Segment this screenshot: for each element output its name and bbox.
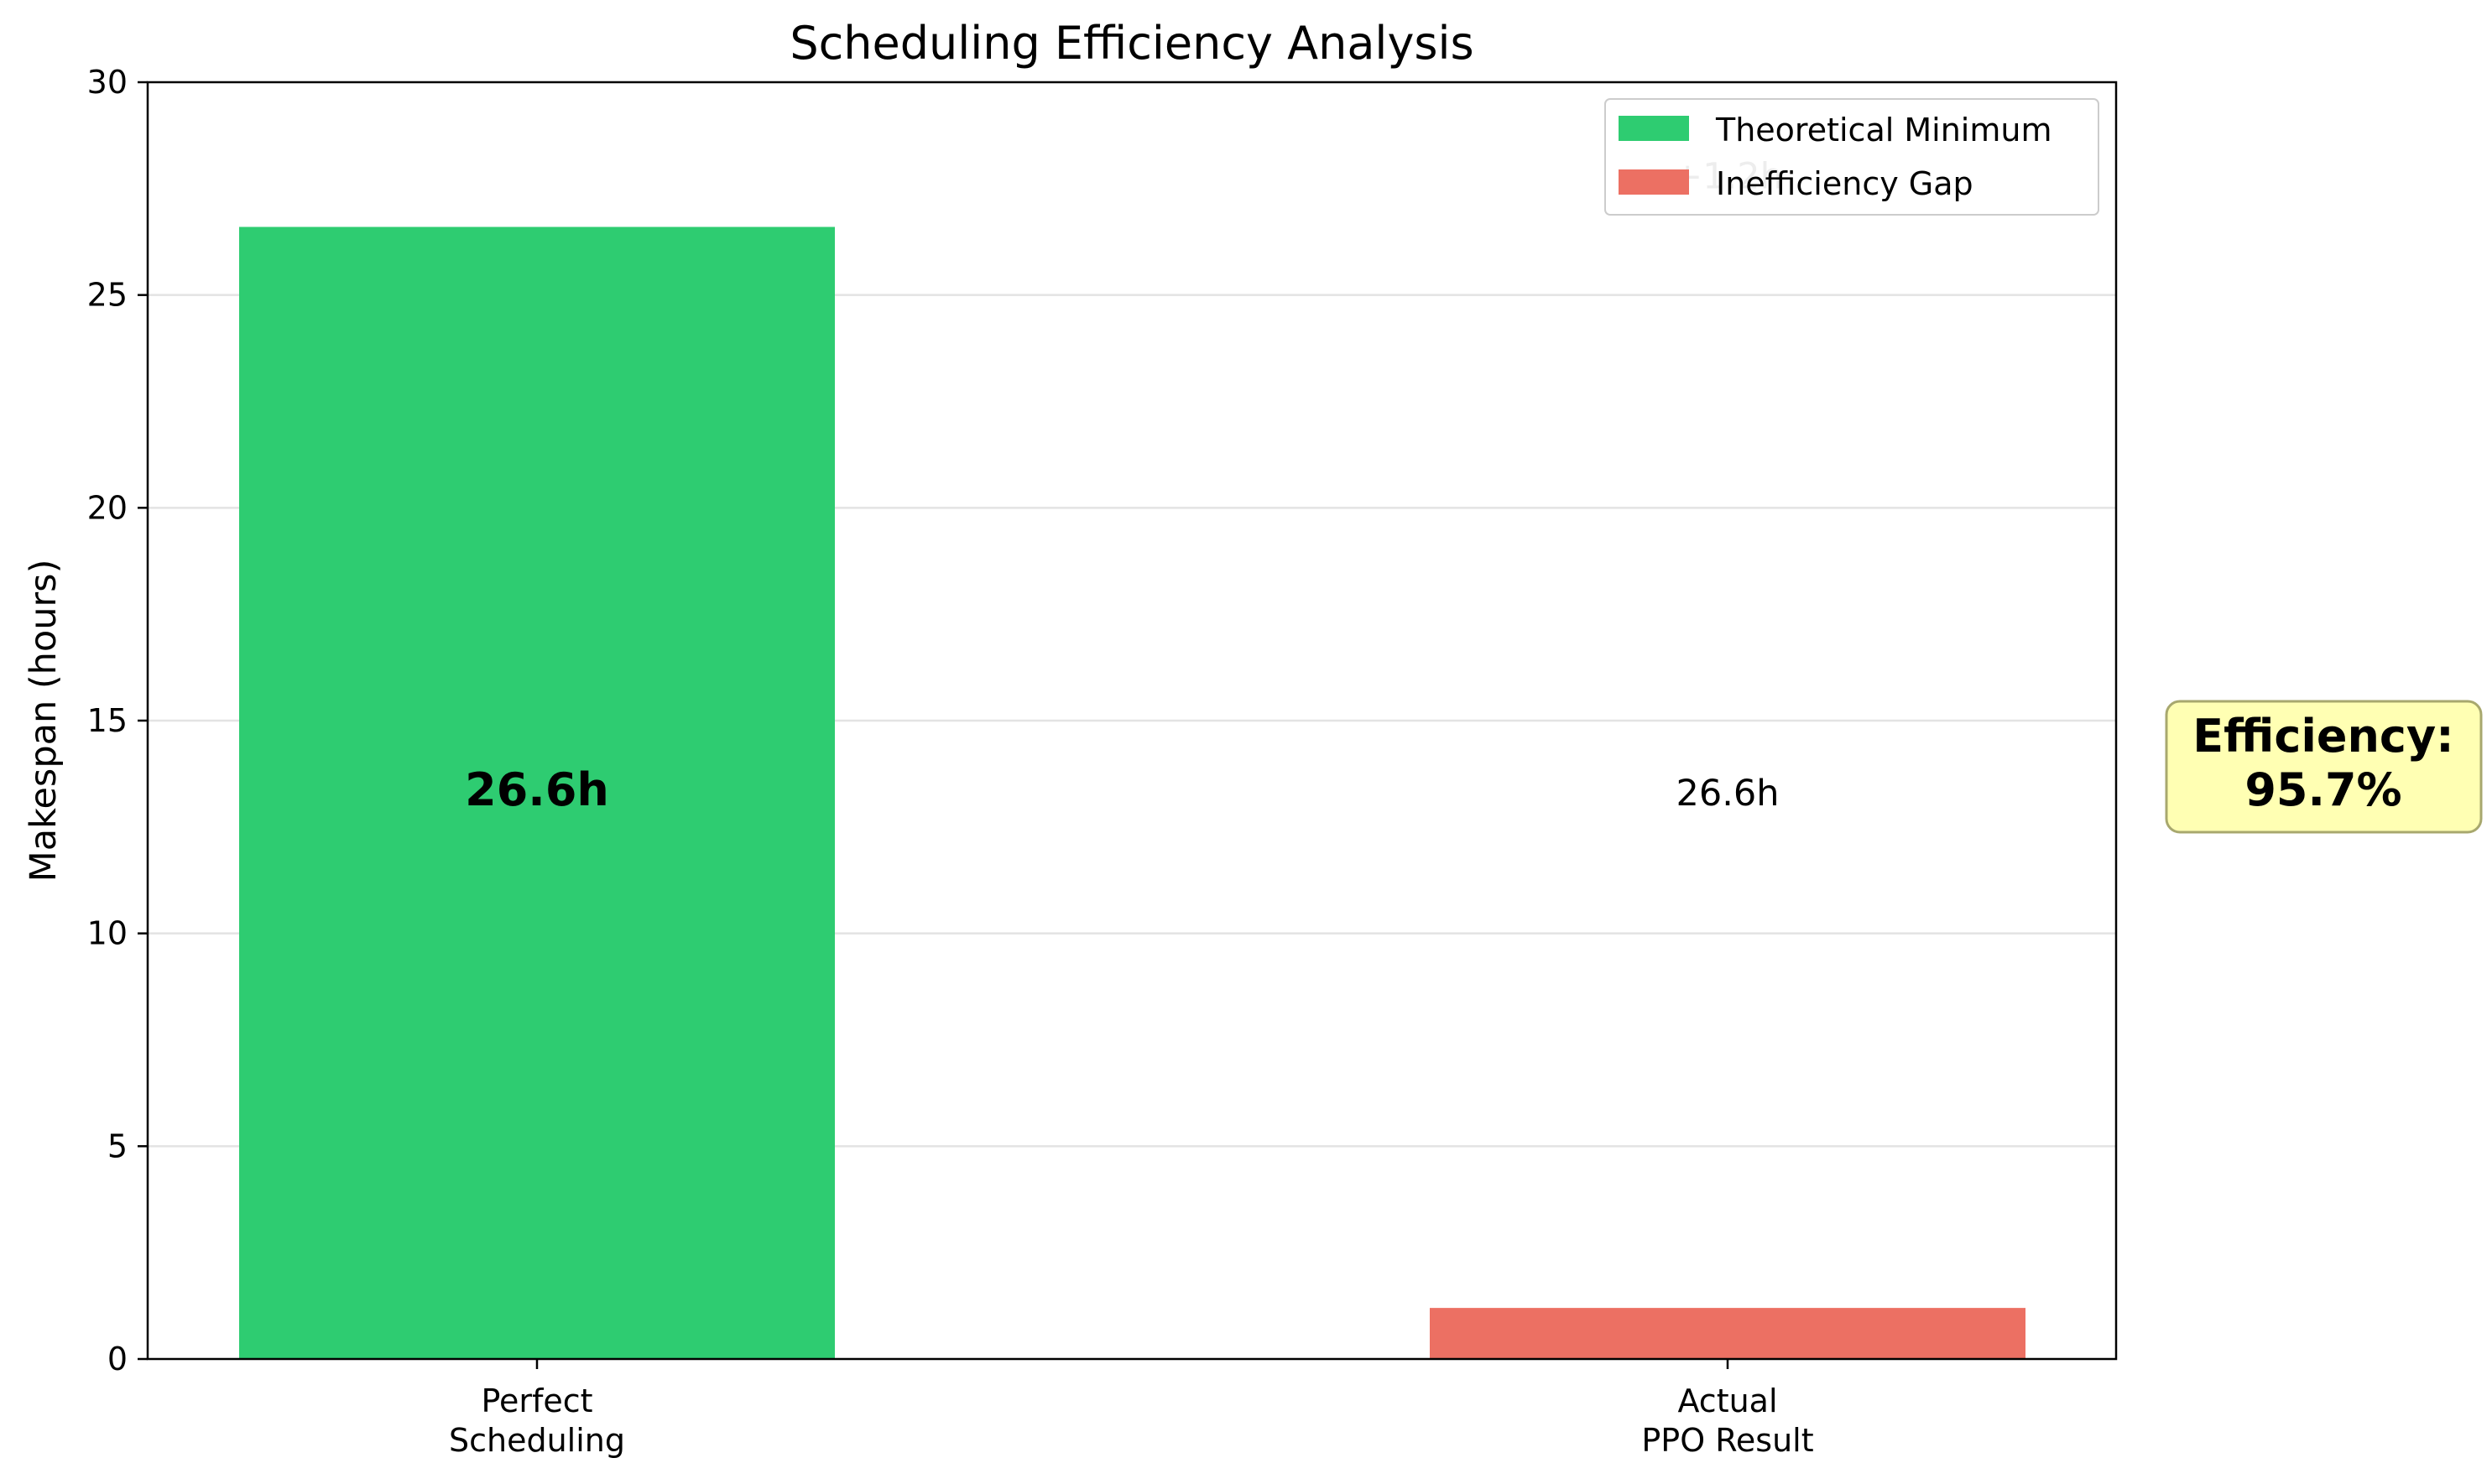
legend-swatch-theoretical-minimum: [1619, 116, 1689, 141]
efficiency-box: [2165, 700, 2483, 834]
legend-box: [1604, 98, 2099, 216]
bars: [239, 227, 2025, 1359]
efficiency-value: 95.7%: [2244, 763, 2401, 816]
efficiency-annotation: Efficiency: 95.7%: [2165, 700, 2483, 834]
x-tick-label: Perfect Scheduling: [449, 1382, 625, 1459]
efficiency-label: Efficiency:: [2192, 710, 2454, 763]
y-axis-label: Makespan (hours): [23, 560, 65, 883]
y-tick-label: 10: [87, 915, 128, 952]
y-tick-label: 0: [107, 1341, 128, 1377]
legend-swatch-inefficiency-gap: [1619, 169, 1689, 195]
data-label: 26.6h: [1676, 773, 1780, 815]
bar-theoretical-minimum: [239, 227, 835, 1359]
x-tick-label: Actual PPO Result: [1641, 1382, 1813, 1459]
data-label: 26.6h: [465, 763, 609, 816]
y-tick-label: 25: [87, 277, 128, 314]
bar-inefficiency-gap: [1430, 1308, 2025, 1359]
chart-title: Scheduling Efficiency Analysis: [790, 17, 1473, 70]
y-tick-label: 5: [107, 1127, 128, 1164]
legend-label-theoretical-minimum: Theoretical Minimum: [1715, 112, 2051, 148]
y-tick-label: 15: [87, 702, 128, 739]
legend-label-inefficiency-gap: Inefficiency Gap: [1716, 165, 1973, 202]
y-tick-label: 20: [87, 489, 128, 526]
legend: Theoretical Minimum Inefficiency Gap: [1604, 98, 2099, 216]
ticks: 0 5 10 15 20 25 30 Perfect Scheduling Actual PPO R…: [87, 64, 1814, 1459]
y-tick-label: 30: [87, 64, 128, 101]
